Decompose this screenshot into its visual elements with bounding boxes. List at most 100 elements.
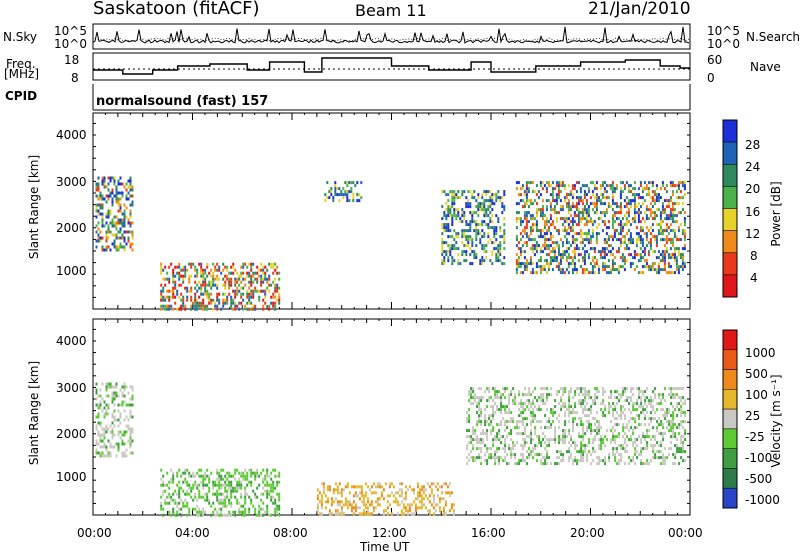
vel-cell (598, 426, 600, 429)
vel-cell (524, 444, 526, 447)
power-cell (656, 184, 658, 187)
vel-cell (534, 429, 536, 432)
vel-cell (586, 456, 588, 459)
vel-cell (612, 426, 614, 429)
vel-cell (429, 500, 431, 503)
vel-cell (574, 390, 576, 393)
power-cell (618, 232, 620, 235)
power-cell (483, 214, 485, 217)
vel-cell (568, 411, 570, 414)
vel-cell (486, 459, 488, 462)
vel-cell (506, 453, 508, 456)
power-cell (608, 202, 610, 205)
vel-cell (480, 447, 482, 450)
power-cell (614, 262, 616, 265)
power-cell (620, 229, 622, 232)
vel-cell (482, 432, 484, 435)
power-cell (170, 290, 172, 293)
power-cell (234, 296, 236, 299)
power-cell (198, 305, 200, 308)
vel-cell (568, 390, 570, 393)
vel-cell (266, 505, 268, 508)
power-cell (606, 226, 608, 229)
power-cell (469, 220, 471, 223)
vel-cell (632, 432, 634, 435)
vel-cell (339, 512, 341, 515)
power-cell (558, 262, 560, 265)
power-cell (481, 247, 483, 250)
power-cell (594, 187, 596, 190)
power-cell (112, 201, 114, 204)
vel-cell (468, 441, 470, 444)
vel-cell (405, 494, 407, 497)
power-cell (250, 293, 252, 296)
power-cell (198, 287, 200, 290)
power-cell (668, 271, 670, 274)
power-cell (560, 184, 562, 187)
power-cell (580, 229, 582, 232)
power-cell (660, 259, 662, 262)
vel-cell (614, 405, 616, 408)
power-cell (632, 199, 634, 202)
power-cell (132, 234, 134, 237)
power-cell (546, 223, 548, 226)
vel-cell (664, 417, 666, 420)
power-cell (602, 268, 604, 271)
vel-cell (120, 437, 122, 440)
power-cell (584, 253, 586, 256)
power-cell (654, 202, 656, 205)
vel-cell (439, 500, 441, 503)
vel-cell (526, 441, 528, 444)
power-cell (102, 219, 104, 222)
vel-cell (602, 411, 604, 414)
vel-cell (488, 447, 490, 450)
power-cell (672, 202, 674, 205)
vel-cell (672, 432, 674, 435)
power-cell (216, 278, 218, 281)
power-cell (264, 275, 266, 278)
power-cell (520, 250, 522, 253)
power-cell (461, 214, 463, 217)
power-cell (246, 302, 248, 305)
power-cell (568, 199, 570, 202)
power-cell (449, 229, 451, 232)
power-cell (680, 196, 682, 199)
vel-cell (616, 447, 618, 450)
vel-cell (278, 514, 280, 517)
power-cell (240, 266, 242, 269)
power-cell (200, 275, 202, 278)
vel-cell (584, 447, 586, 450)
power-cell (102, 198, 104, 201)
vel-cell (574, 441, 576, 444)
vel-cell (626, 399, 628, 402)
power-cell (122, 195, 124, 198)
power-cell (220, 308, 222, 311)
power-cell (483, 247, 485, 250)
vel-cell (379, 497, 381, 500)
power-cell (497, 256, 499, 259)
power-cell (495, 199, 497, 202)
power-cell (102, 249, 104, 252)
power-cell (461, 211, 463, 214)
vel-cell (98, 416, 100, 419)
vel-cell (630, 426, 632, 429)
power-cell (566, 229, 568, 232)
vel-cell (674, 423, 676, 426)
power-cell (499, 259, 501, 262)
vel-cell (612, 438, 614, 441)
vel-cell (666, 420, 668, 423)
vel-cell (484, 453, 486, 456)
vel-cell (114, 446, 116, 449)
vel-cell (542, 399, 544, 402)
vel-cell (435, 509, 437, 512)
vel-cell (393, 485, 395, 488)
vel-cell (104, 437, 106, 440)
vel-cell (536, 459, 538, 462)
power-cell (518, 211, 520, 214)
power-cell (656, 199, 658, 202)
vel-cell (570, 411, 572, 414)
power-cell (574, 241, 576, 244)
power-cell (540, 247, 542, 250)
vel-cell (592, 459, 594, 462)
vel-cell (542, 456, 544, 459)
